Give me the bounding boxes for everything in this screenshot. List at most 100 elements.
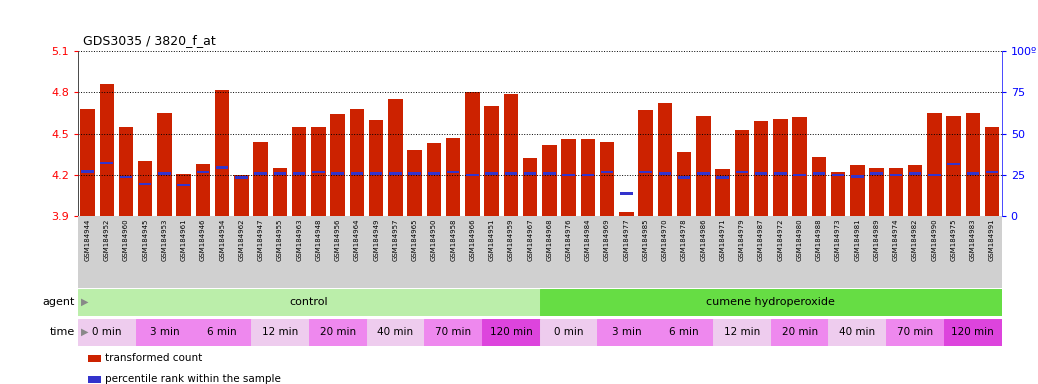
Bar (715, 169, 730, 216)
Text: GSM184963: GSM184963 (296, 218, 302, 261)
Bar (851, 175, 864, 177)
Text: GSM184981: GSM184981 (854, 218, 861, 261)
Text: GSM184987: GSM184987 (758, 218, 764, 261)
Bar (465, 93, 480, 216)
Bar (982, 216, 1002, 288)
Bar (116, 216, 136, 288)
Bar (617, 216, 636, 288)
Bar (503, 94, 518, 216)
Text: GSM184948: GSM184948 (316, 218, 322, 261)
Bar (408, 172, 421, 175)
Bar (658, 172, 672, 175)
Text: GSM184947: GSM184947 (257, 218, 264, 261)
Bar (350, 109, 364, 216)
Bar (828, 319, 886, 346)
Bar (677, 152, 691, 216)
Bar (253, 142, 268, 216)
Text: GSM184991: GSM184991 (989, 218, 995, 261)
Text: 3 min: 3 min (611, 327, 641, 337)
Bar (273, 168, 288, 216)
Bar (254, 172, 267, 175)
Text: 12 min: 12 min (262, 327, 298, 337)
Bar (698, 172, 710, 175)
Bar (770, 319, 828, 346)
Bar (425, 319, 482, 346)
Text: GSM184985: GSM184985 (643, 218, 649, 261)
Bar (389, 172, 402, 175)
Text: GSM184953: GSM184953 (162, 218, 167, 261)
Bar (812, 157, 826, 216)
Bar (139, 183, 152, 185)
Bar (386, 216, 405, 288)
Bar (870, 168, 883, 216)
Text: 0 min: 0 min (554, 327, 583, 337)
Bar (193, 216, 213, 288)
Bar (678, 176, 690, 179)
Bar (581, 174, 594, 176)
Bar (428, 172, 440, 175)
Text: percentile rank within the sample: percentile rank within the sample (105, 374, 280, 384)
Text: GSM184975: GSM184975 (951, 218, 957, 261)
Bar (308, 216, 328, 288)
Bar (176, 174, 191, 216)
Bar (330, 114, 345, 216)
Text: GSM184946: GSM184946 (200, 218, 206, 261)
Bar (331, 172, 344, 175)
Bar (886, 216, 905, 288)
Bar (351, 172, 363, 175)
Bar (598, 319, 655, 346)
Bar (792, 117, 807, 216)
Text: ▶: ▶ (81, 297, 88, 307)
Bar (213, 216, 231, 288)
Text: GSM184984: GSM184984 (584, 218, 591, 261)
Bar (540, 319, 598, 346)
Text: GSM184969: GSM184969 (604, 218, 610, 261)
Text: GSM184986: GSM184986 (701, 218, 706, 261)
Bar (578, 216, 598, 288)
Text: 120 min: 120 min (490, 327, 532, 337)
Bar (366, 319, 425, 346)
Bar (600, 142, 614, 216)
Bar (986, 171, 999, 174)
Bar (636, 216, 655, 288)
Bar (619, 212, 633, 216)
Bar (290, 216, 308, 288)
Bar (944, 319, 1002, 346)
Bar (235, 175, 249, 216)
Text: GSM184980: GSM184980 (796, 218, 802, 261)
Bar (98, 216, 116, 288)
Text: GSM184965: GSM184965 (412, 218, 417, 261)
Bar (523, 159, 538, 216)
Text: GSM184949: GSM184949 (374, 218, 379, 261)
Bar (425, 216, 443, 288)
Bar (658, 103, 672, 216)
Text: GSM184990: GSM184990 (931, 218, 937, 261)
Bar (81, 170, 93, 173)
Bar (78, 289, 540, 316)
Bar (828, 216, 848, 288)
Text: GSM184962: GSM184962 (239, 218, 244, 261)
Text: GSM184957: GSM184957 (392, 218, 399, 261)
Bar (368, 120, 383, 216)
Text: GSM184971: GSM184971 (719, 218, 726, 261)
Bar (216, 166, 228, 169)
Bar (655, 216, 675, 288)
Bar (870, 172, 883, 175)
Bar (848, 216, 867, 288)
Bar (716, 176, 729, 179)
Bar (231, 216, 251, 288)
Bar (638, 110, 653, 216)
Bar (520, 216, 540, 288)
Bar (193, 319, 251, 346)
Bar (850, 165, 865, 216)
Text: GDS3035 / 3820_f_at: GDS3035 / 3820_f_at (83, 34, 216, 47)
Text: GSM184945: GSM184945 (142, 218, 148, 261)
Bar (944, 216, 963, 288)
Bar (925, 216, 944, 288)
Text: GSM184989: GSM184989 (874, 218, 879, 261)
Bar (80, 109, 94, 216)
Text: GSM184973: GSM184973 (836, 218, 841, 261)
Bar (446, 138, 461, 216)
Text: GSM184956: GSM184956 (334, 218, 340, 261)
Text: 3 min: 3 min (149, 327, 180, 337)
